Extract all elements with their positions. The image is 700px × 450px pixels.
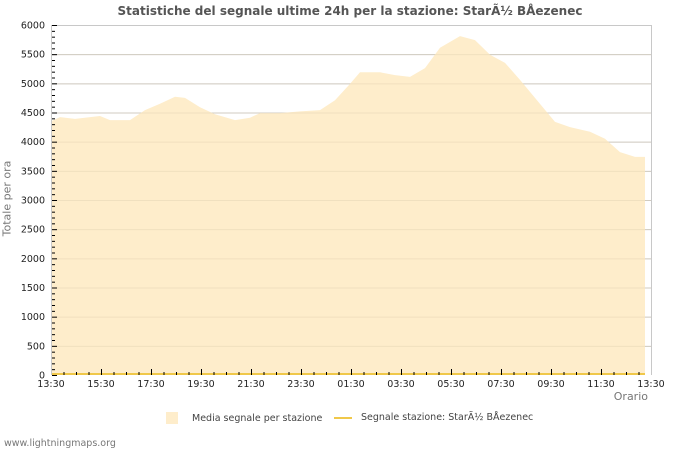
svg-text:05:30: 05:30 (437, 379, 464, 390)
svg-text:3500: 3500 (21, 166, 45, 177)
y-axis-label: Totale per ora (0, 160, 14, 237)
footer-site-link[interactable]: www.lightningmaps.org (4, 438, 116, 449)
chart-title: Statistiche del segnale ultime 24h per l… (117, 4, 583, 18)
svg-text:23:30: 23:30 (287, 379, 314, 390)
area-series-media (51, 36, 645, 375)
svg-text:13:30: 13:30 (37, 379, 64, 390)
legend-label-media: Media segnale per stazione (192, 412, 323, 424)
svg-text:11:30: 11:30 (587, 379, 614, 390)
svg-text:01:30: 01:30 (337, 379, 364, 390)
legend-label-station: Segnale stazione: StarÃ½ BÅezenec (361, 412, 534, 423)
svg-text:5000: 5000 (21, 79, 45, 90)
svg-text:1500: 1500 (21, 283, 45, 294)
x-axis-ticks: 13:30 15:30 17:30 19:30 21:30 23:30 01:30 03:30… (37, 369, 665, 390)
svg-text:2000: 2000 (21, 254, 45, 265)
svg-text:4000: 4000 (21, 137, 45, 148)
svg-text:1000: 1000 (21, 312, 45, 323)
svg-text:2500: 2500 (21, 225, 45, 236)
svg-text:4500: 4500 (21, 108, 45, 119)
svg-text:5500: 5500 (21, 50, 45, 61)
svg-text:6000: 6000 (21, 21, 45, 32)
svg-text:17:30: 17:30 (137, 379, 164, 390)
svg-text:07:30: 07:30 (487, 379, 514, 390)
legend-item-media[interactable]: Media segnale per stazione (166, 412, 322, 424)
svg-text:21:30: 21:30 (237, 379, 264, 390)
svg-text:03:30: 03:30 (387, 379, 414, 390)
svg-text:3000: 3000 (21, 196, 45, 207)
legend-area-swatch-icon (166, 412, 178, 424)
axes (51, 25, 652, 375)
legend-line-swatch-icon (334, 416, 352, 419)
svg-text:09:30: 09:30 (537, 379, 564, 390)
legend-item-station[interactable]: Segnale stazione: StarÃ½ BÅezenec (334, 412, 533, 423)
grid-lines-over-area (51, 25, 651, 347)
svg-text:13:30: 13:30 (637, 379, 664, 390)
x-axis-label: Orario (613, 390, 648, 403)
svg-text:19:30: 19:30 (187, 379, 214, 390)
svg-text:0: 0 (39, 371, 45, 382)
y-axis-ticks: 0 500 1000 1500 2000 2500 3000 3500 4000 4500 5000… (21, 21, 57, 382)
svg-text:15:30: 15:30 (87, 379, 114, 390)
svg-text:500: 500 (27, 341, 45, 352)
